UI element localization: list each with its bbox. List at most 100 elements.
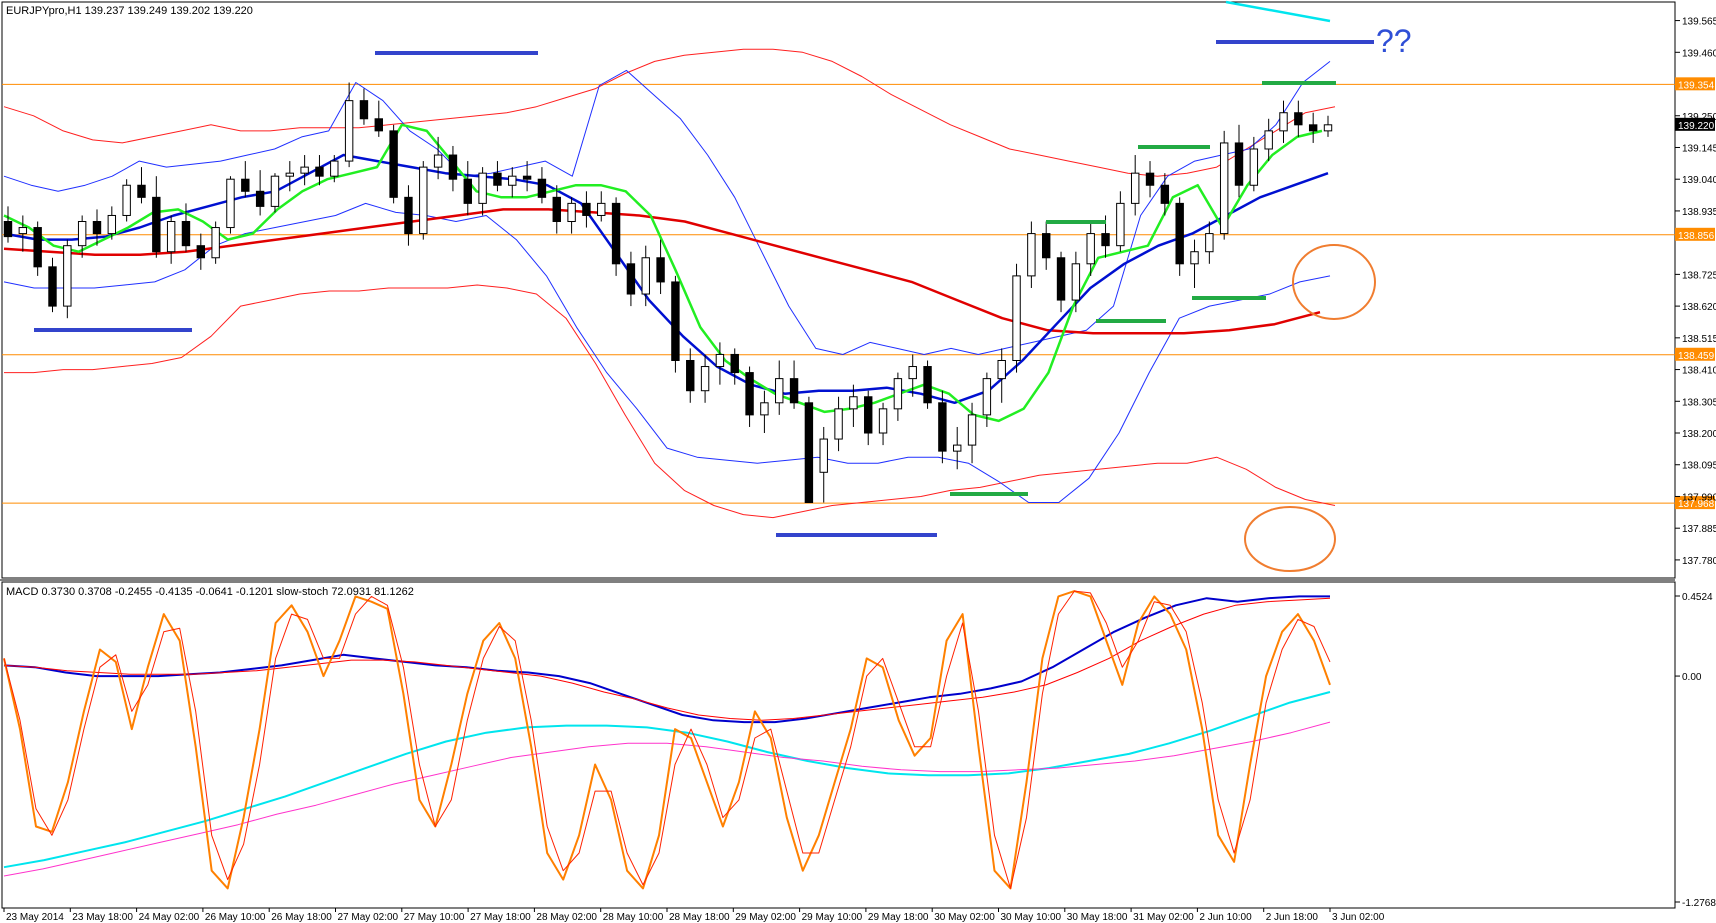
candle-body [1175, 202, 1184, 265]
candle-body [967, 414, 977, 446]
time-tick-label: 28 May 18:00 [669, 912, 730, 923]
time-tick-label: 27 May 18:00 [470, 912, 531, 923]
ma-fast-line [3, 123, 1323, 423]
macd-series-2 [3, 691, 1331, 869]
candle-body [1160, 184, 1170, 204]
time-tick-label: 26 May 18:00 [271, 912, 332, 923]
price-tick-label: 137.885 [1682, 524, 1716, 535]
bb-narrow-upper [3, 61, 1331, 355]
macd-series-3 [3, 721, 1331, 877]
candle-body [330, 160, 339, 177]
candle-body [552, 196, 561, 223]
price-tick-label: 139.040 [1682, 175, 1716, 186]
bb-narrow-lower [3, 202, 1331, 503]
candle-body [1101, 233, 1110, 247]
time-tick-label: 29 May 02:00 [735, 912, 796, 923]
candle-body [433, 154, 443, 168]
macd-tick-label: -1.2768 [1682, 898, 1716, 909]
candle-body [300, 166, 309, 174]
candle-body [893, 378, 903, 410]
annotations [34, 0, 1376, 572]
candle-body [1130, 172, 1140, 204]
candle-body [804, 402, 814, 504]
time-tick-label: 29 May 18:00 [868, 912, 929, 923]
candle-body [686, 359, 695, 392]
highlight-circle-upper [1292, 244, 1376, 320]
candle-body [641, 257, 650, 295]
candle-body [493, 172, 502, 186]
candle-body [33, 227, 42, 268]
macd-series-4 [3, 590, 1331, 890]
cyan-trend-segment [1225, 0, 1331, 23]
candle-body [537, 178, 547, 198]
candle-body [419, 166, 428, 235]
candle-body [18, 227, 28, 235]
candle-body [1056, 257, 1066, 301]
price-header: EURJPYpro,H1 139.237 139.249 139.202 139… [6, 5, 253, 17]
candle-body [923, 366, 932, 404]
price-tick-label: 138.410 [1682, 366, 1716, 377]
candle-body [953, 444, 962, 452]
macd-tick-label: 0.4524 [1682, 592, 1713, 603]
candle-body [404, 196, 413, 235]
candle-body [181, 221, 191, 247]
horizontal-levels: 139.354 138.856 138.459 137.968 [2, 77, 1715, 510]
candle-body [567, 202, 576, 223]
candle-body [1205, 233, 1214, 253]
candle-body [285, 172, 295, 177]
level-label-2: 138.459 [1678, 351, 1715, 362]
candle-body [463, 178, 472, 204]
level-tag-0 [1675, 77, 1715, 91]
candle-body [1308, 124, 1318, 132]
candle-body [166, 221, 176, 253]
time-tick-label: 31 May 02:00 [1133, 912, 1194, 923]
candle-body [92, 221, 102, 235]
candle-body [359, 100, 369, 120]
candle-body [1145, 172, 1155, 186]
time-tick-label: 28 May 10:00 [603, 912, 664, 923]
question-annotation: ?? [1376, 23, 1412, 59]
candle-body [270, 175, 280, 207]
candle-body [344, 100, 354, 162]
candle-body [107, 214, 117, 235]
time-tick-label: 2 Jun 18:00 [1266, 912, 1319, 923]
candle-body [137, 184, 146, 198]
price-tick-label: 138.200 [1682, 429, 1716, 440]
highlight-circle-lower [1244, 506, 1336, 572]
level-label-0: 139.354 [1678, 80, 1715, 91]
candle-body [63, 245, 72, 307]
candle-body [1264, 130, 1273, 150]
candle-body [1219, 142, 1229, 235]
time-tick-label: 27 May 02:00 [338, 912, 399, 923]
candle-body [715, 353, 725, 368]
time-tick-label: 28 May 02:00 [536, 912, 597, 923]
level-tag-3 [1675, 496, 1715, 510]
time-tick-label: 29 May 10:00 [802, 912, 863, 923]
candle-body [626, 263, 636, 295]
candle-body [389, 130, 398, 198]
candle-body [1027, 233, 1036, 277]
level-tag-1 [1675, 227, 1715, 241]
macd-plot [3, 590, 1331, 890]
candle-body [211, 227, 220, 259]
ma-mid-line [3, 153, 1329, 405]
candle-body [255, 190, 265, 207]
macd-series-0 [3, 595, 1330, 724]
macd-header: MACD 0.3730 0.3708 -0.2455 -0.4135 -0.06… [6, 586, 414, 598]
candle-body [760, 402, 769, 416]
time-tick-label: 27 May 10:00 [404, 912, 465, 923]
candle-body [196, 245, 206, 259]
candle-body [241, 178, 250, 192]
candle-body [1041, 233, 1051, 259]
price-tick-label: 138.305 [1682, 397, 1716, 408]
time-tick-label: 26 May 10:00 [205, 912, 266, 923]
candle-body [374, 118, 383, 132]
price-tick-label: 138.515 [1682, 334, 1716, 345]
time-tick-label: 30 May 10:00 [1001, 912, 1062, 923]
price-pane-frame [1, 1, 1676, 579]
candle-body [448, 154, 458, 180]
time-tick-label: 30 May 18:00 [1067, 912, 1128, 923]
macd-tick-label: 0.00 [1682, 672, 1702, 683]
time-tick-label: 3 Jun 02:00 [1332, 912, 1385, 923]
